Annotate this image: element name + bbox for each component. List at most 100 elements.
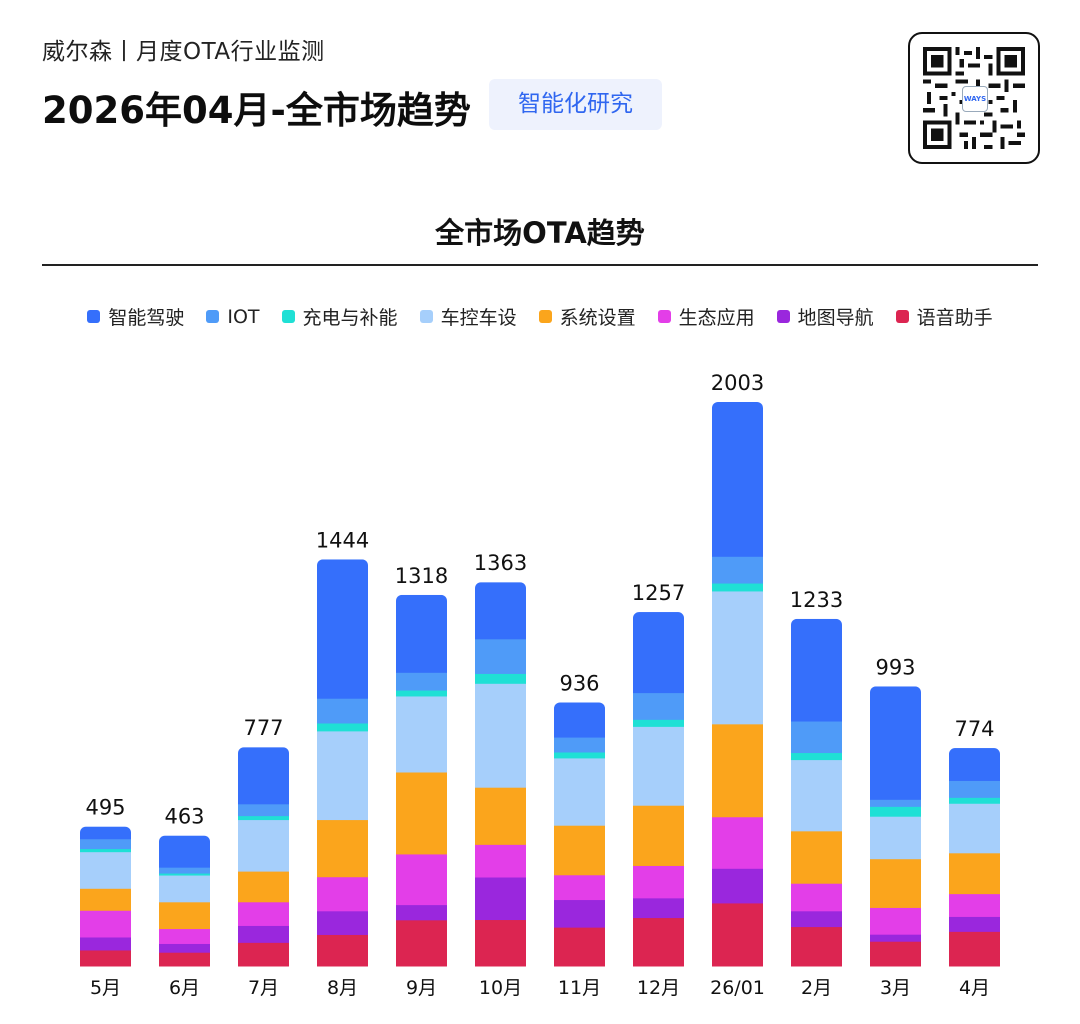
bar-segment (633, 897, 684, 919)
bar-segment (633, 805, 684, 866)
bar-stack (949, 748, 1000, 967)
bar-segment (870, 907, 921, 935)
bar-segment (317, 698, 368, 724)
bar-segment (80, 910, 131, 938)
bar-segment (238, 815, 289, 821)
bar-segment (791, 721, 842, 754)
legend-item[interactable]: 系统设置 (538, 303, 636, 330)
bar-segment (633, 692, 684, 720)
x-tick-label: 9月 (406, 977, 437, 999)
x-tick-label: 5月 (90, 977, 121, 999)
bar-segment (475, 844, 526, 878)
legend-swatch (657, 310, 671, 323)
bar-segment (317, 934, 368, 967)
bar-segment (633, 612, 684, 694)
bar-segment (159, 875, 210, 903)
x-tick-label: 26/01 (710, 977, 765, 999)
bar-segment (475, 638, 526, 674)
header-subtitle: 威尔森丨月度OTA行业监测 (42, 39, 325, 65)
legend-item[interactable]: 地图导航 (776, 303, 874, 330)
bar-segment (159, 873, 210, 876)
total-label: 1363 (474, 551, 527, 575)
bar-stack (80, 826, 131, 967)
bar-segment (554, 927, 605, 967)
bar-segment (791, 618, 842, 722)
bar-stack (712, 402, 763, 967)
bar-segment (80, 848, 131, 853)
bar-segment (712, 723, 763, 818)
bar-segment (159, 867, 210, 874)
bar-segment (475, 787, 526, 845)
bar-segment (80, 888, 131, 911)
bar-segment (870, 816, 921, 860)
bar-segment (396, 919, 447, 967)
legend-swatch (281, 310, 295, 323)
x-tick-label: 10月 (479, 977, 522, 999)
total-label: 1318 (395, 564, 448, 588)
bar-segment (317, 722, 368, 732)
bar-segment (396, 904, 447, 921)
legend-swatch (776, 310, 790, 323)
legend-item[interactable]: 充电与补能 (281, 303, 398, 330)
bar-segment (949, 803, 1000, 854)
total-label: 2003 (711, 371, 764, 395)
qr-code-icon[interactable]: WAYS (908, 32, 1040, 164)
bar-stack (396, 594, 447, 967)
bar-segment (238, 871, 289, 903)
legend-swatch (419, 310, 433, 323)
bar-segment (238, 901, 289, 926)
bar-segment (870, 799, 921, 807)
x-tick-label: 12月 (637, 977, 680, 999)
bar-segment (475, 919, 526, 967)
bar-segment (712, 816, 763, 869)
x-tick-label: 6月 (169, 977, 200, 999)
legend-swatch (87, 310, 101, 323)
legend-label: 生态应用 (678, 307, 755, 329)
chart-title: 全市场OTA趋势 (435, 216, 645, 250)
bar-segment (238, 803, 289, 817)
bar-segment (633, 917, 684, 967)
bar-stack (317, 559, 368, 967)
legend-item[interactable]: 生态应用 (657, 303, 755, 330)
bar-segment (791, 926, 842, 967)
legend-item[interactable]: 智能驾驶 (87, 303, 184, 330)
bar-segment (712, 868, 763, 904)
legend-label: IOT (227, 305, 260, 328)
bar-segment (554, 899, 605, 928)
bar-segment (238, 942, 289, 967)
x-tick-label: 8月 (327, 977, 358, 999)
legend-item[interactable]: IOT (206, 303, 260, 330)
bar-stack (554, 702, 605, 967)
bar-segment (396, 771, 447, 855)
bar-segment (949, 780, 1000, 798)
bar-segment (475, 673, 526, 684)
bar-segment (238, 747, 289, 805)
bar-segment (791, 910, 842, 928)
legend-item[interactable]: 语音助手 (895, 303, 993, 330)
bar-segment (712, 590, 763, 725)
bar-stack (633, 612, 684, 967)
legend-swatch (895, 310, 909, 323)
bar-stack (791, 618, 842, 967)
total-label: 1257 (632, 581, 685, 605)
bar-segment (80, 838, 131, 850)
bar-segment (396, 853, 447, 906)
bar-stack (870, 686, 921, 967)
bar-segment (949, 916, 1000, 932)
bar-segment (554, 874, 605, 901)
bar-segment (870, 686, 921, 800)
title-divider (42, 264, 1038, 266)
total-label: 774 (954, 717, 994, 741)
legend-item[interactable]: 车控车设 (419, 303, 517, 330)
total-label: 1444 (316, 528, 369, 552)
bar-segment (317, 876, 368, 912)
legend-label: 地图导航 (797, 307, 874, 329)
page-title: 2026年04月-全市场趋势 (42, 89, 471, 132)
bar-segment (712, 583, 763, 592)
bar-segment (791, 883, 842, 912)
legend-label: 充电与补能 (302, 307, 398, 329)
chart-legend: 智能驾驶 IOT 充电与补能 车控车设 系统设置 生态应用 地图导航 语音助手 (0, 303, 1080, 330)
bar-segment (949, 931, 1000, 967)
bar-segment (317, 730, 368, 821)
legend-label: 智能驾驶 (108, 307, 185, 329)
